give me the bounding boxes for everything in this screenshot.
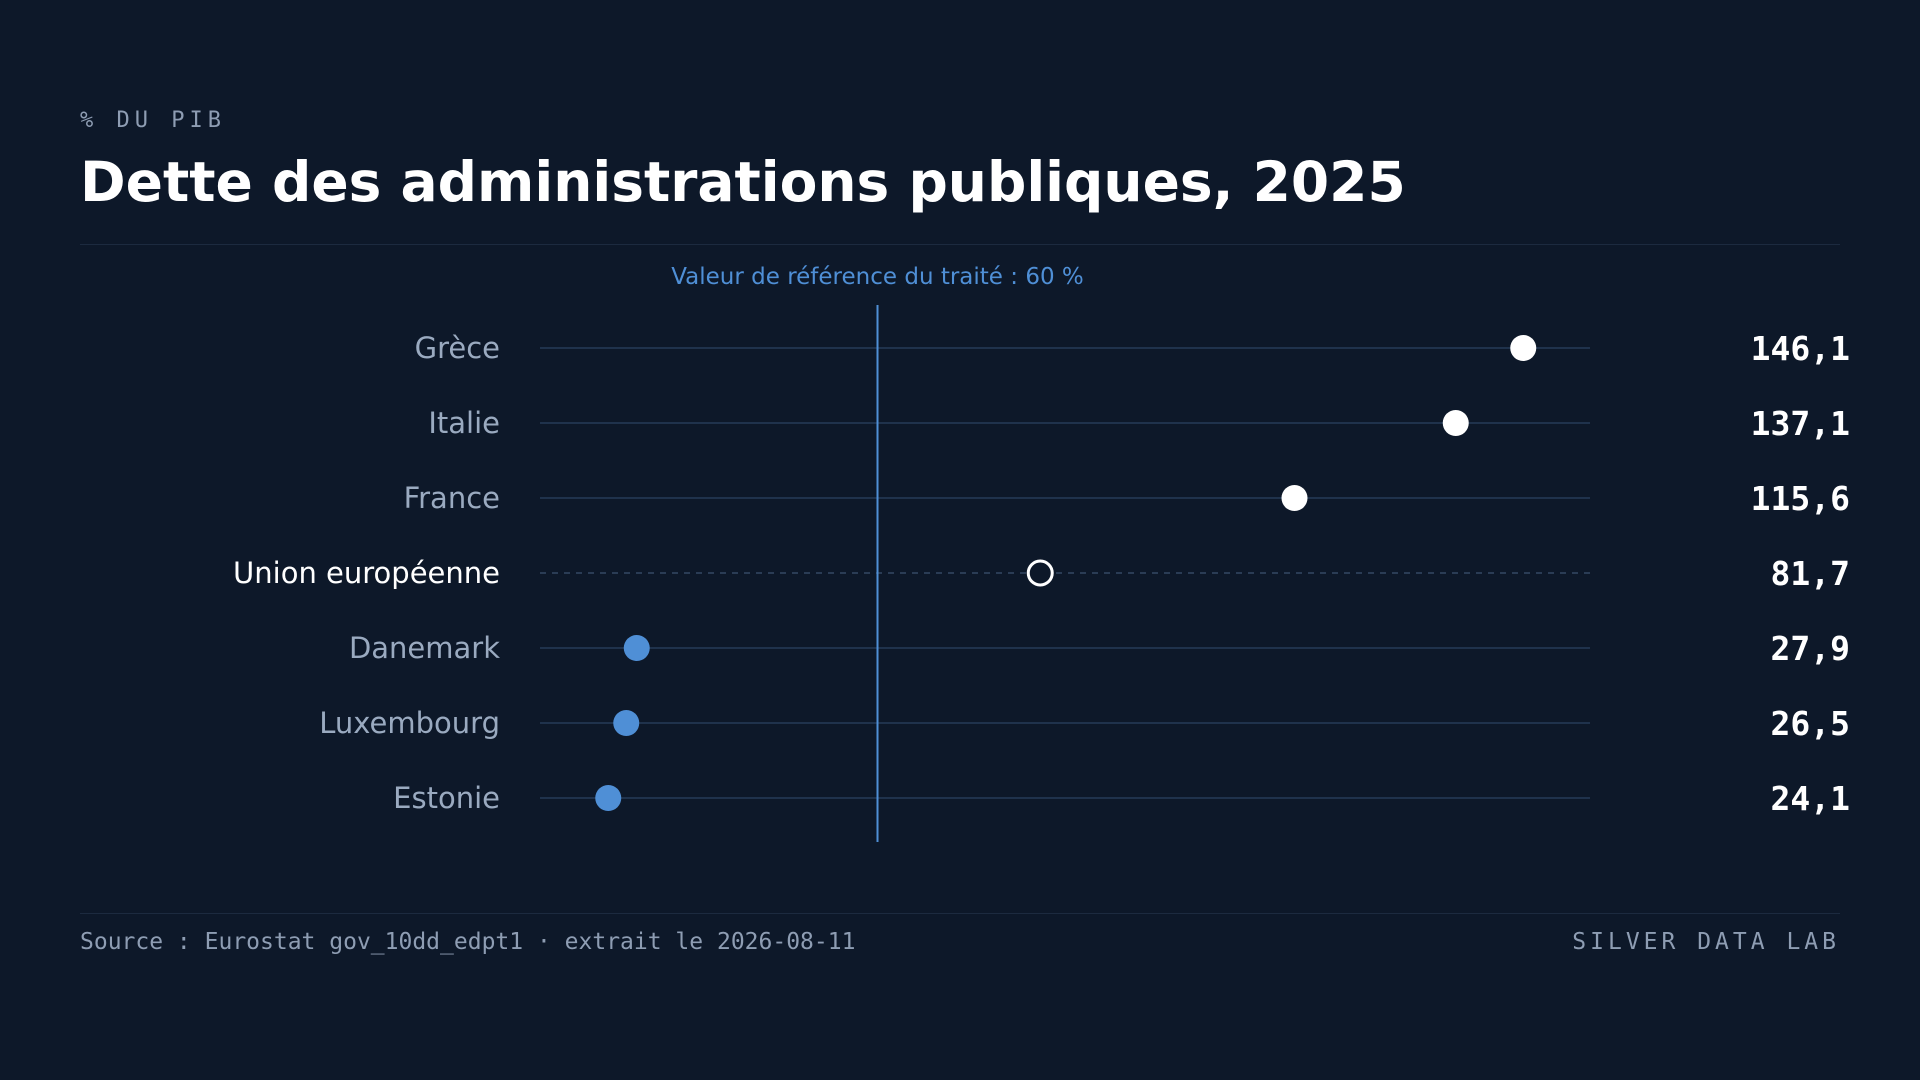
footer-divider bbox=[80, 913, 1840, 914]
header-divider bbox=[80, 244, 1840, 245]
category-label: Danemark bbox=[349, 631, 500, 665]
value-label: 137,1 bbox=[1751, 404, 1850, 443]
data-point bbox=[1026, 559, 1054, 587]
data-point bbox=[595, 785, 622, 811]
value-label: 26,5 bbox=[1771, 704, 1850, 743]
value-label: 115,6 bbox=[1751, 479, 1850, 518]
data-point bbox=[1510, 335, 1537, 361]
source-note: Source : Eurostat gov_10dd_edpt1 · extra… bbox=[80, 929, 856, 955]
data-point bbox=[1442, 410, 1469, 436]
category-label: Estonie bbox=[393, 781, 500, 815]
brand-logo-text: SILVER DATA LAB bbox=[1572, 929, 1840, 955]
chart-title: Dette des administrations publiques, 202… bbox=[80, 150, 1406, 214]
category-label: France bbox=[404, 481, 500, 515]
category-label: Union européenne bbox=[233, 556, 500, 590]
value-label: 27,9 bbox=[1771, 629, 1850, 668]
data-point bbox=[623, 635, 650, 661]
category-label: Italie bbox=[428, 406, 500, 440]
category-label: Luxembourg bbox=[319, 706, 500, 740]
data-point bbox=[613, 710, 640, 736]
category-label: Grèce bbox=[415, 331, 500, 365]
dot-chart: Grèce 146,1 Italie 137,1 France 115,6 Union eu… bbox=[233, 264, 1850, 842]
value-label: 81,7 bbox=[1771, 554, 1850, 593]
data-point bbox=[1281, 485, 1308, 511]
value-label: 24,1 bbox=[1771, 779, 1850, 818]
chart-unit-eyebrow: % DU PIB bbox=[80, 108, 226, 133]
reference-label: Valeur de référence du traité : 60 % bbox=[671, 264, 1084, 290]
value-label: 146,1 bbox=[1751, 329, 1850, 368]
